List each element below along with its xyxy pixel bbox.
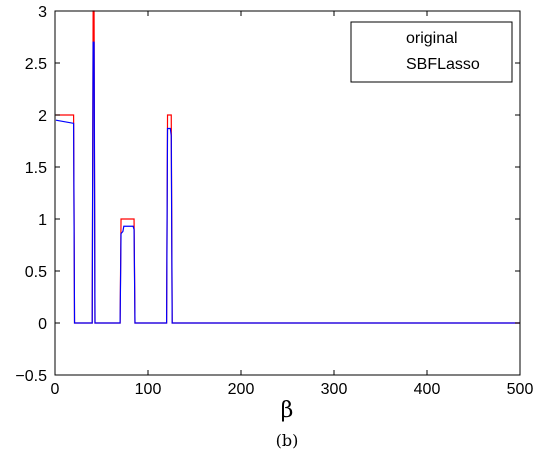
figure-caption: (b) xyxy=(276,431,299,450)
y-tick-label: 3 xyxy=(38,4,47,21)
y-tick-label: 2.5 xyxy=(25,56,47,73)
x-axis-label: β xyxy=(281,398,294,423)
series-line-sbflasso xyxy=(55,41,520,324)
x-tick-label: 0 xyxy=(51,381,60,398)
y-tick-label: 0.5 xyxy=(25,264,47,281)
x-tick-label: 500 xyxy=(507,381,534,398)
x-tick-label: 200 xyxy=(228,381,255,398)
legend: original SBFLasso xyxy=(350,21,513,83)
x-tick-label: 400 xyxy=(414,381,441,398)
y-tick-label: −0.5 xyxy=(15,368,47,385)
y-tick-label: 1 xyxy=(38,212,47,229)
x-tick-label: 300 xyxy=(321,381,348,398)
legend-label-original: original xyxy=(406,30,458,47)
series-layer xyxy=(55,10,520,324)
y-tick-label: 2 xyxy=(38,108,47,125)
y-tick-label: 0 xyxy=(38,316,47,333)
plot-frame xyxy=(54,10,521,376)
legend-box xyxy=(350,21,513,83)
legend-label-sbflasso: SBFLasso xyxy=(406,56,480,73)
y-tick-label: 1.5 xyxy=(25,160,47,177)
ticks-layer: 0 100 200 300 400 500−0.500.511.522.53 xyxy=(15,4,533,398)
x-tick-label: 100 xyxy=(135,381,162,398)
